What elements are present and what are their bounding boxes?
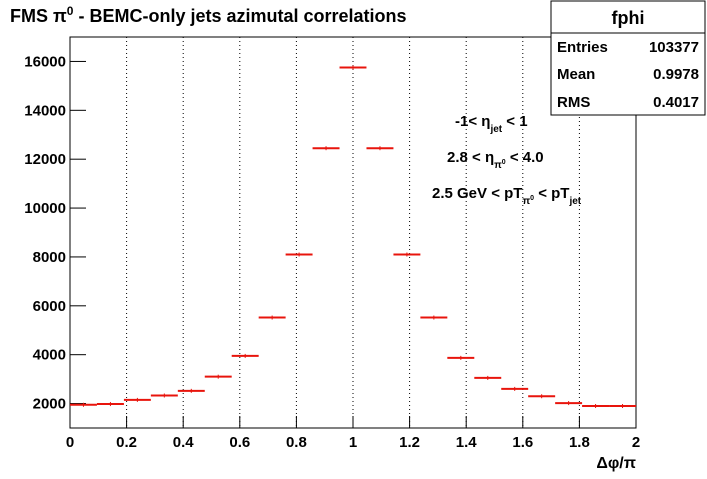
stats-key: RMS bbox=[557, 94, 590, 111]
y-tick-label: 4000 bbox=[33, 347, 66, 364]
x-tick-label: 0.6 bbox=[229, 434, 250, 451]
annotation-part: < 1 bbox=[502, 113, 527, 130]
y-tick-label: 12000 bbox=[24, 151, 66, 168]
stats-frame bbox=[550, 0, 706, 116]
stats-key: Mean bbox=[557, 66, 595, 83]
annotation-part: -1< η bbox=[455, 113, 490, 130]
annotation-part: π bbox=[494, 160, 502, 171]
x-tick-label: 0.8 bbox=[286, 434, 307, 451]
y-tick-label: 6000 bbox=[33, 298, 66, 315]
x-tick-label: 1.8 bbox=[569, 434, 590, 451]
title-part: FMS π bbox=[10, 6, 67, 26]
stats-key: Entries bbox=[557, 39, 608, 56]
y-tick-label: 8000 bbox=[33, 249, 66, 266]
x-tick-label: 1.2 bbox=[399, 434, 420, 451]
stats-value: 0.4017 bbox=[653, 94, 699, 111]
x-tick-label: 1 bbox=[349, 434, 357, 451]
stats-title: fphi bbox=[612, 8, 645, 28]
annotation-part: π bbox=[522, 196, 530, 207]
annotation-part: jet bbox=[568, 196, 581, 207]
y-tick-label: 14000 bbox=[24, 102, 66, 119]
annotation-part: 0 bbox=[502, 159, 506, 166]
annotation-part: < pT bbox=[534, 185, 569, 202]
x-tick-label: 1.6 bbox=[512, 434, 533, 451]
y-tick-label: 2000 bbox=[33, 396, 66, 413]
annotation-part: jet bbox=[489, 124, 502, 135]
title-part: 0 bbox=[67, 4, 74, 18]
annotation-part: 2.8 < η bbox=[447, 149, 494, 166]
stats-value: 103377 bbox=[649, 39, 699, 56]
x-tick-label: 0 bbox=[66, 434, 74, 451]
stats-value: 0.9978 bbox=[653, 66, 699, 83]
annotation: -1< ηjet < 1 bbox=[455, 113, 528, 135]
stats-box: fphi Entries 103377 Mean 0.9978 RMS 0.40… bbox=[550, 0, 706, 116]
annotation: 2.5 GeV < pTπ0 < pTjet bbox=[432, 185, 582, 207]
annotation-part: 2.5 GeV < pT bbox=[432, 185, 522, 202]
x-axis-label: Δφ/π bbox=[596, 455, 636, 472]
annotation-part: 0 bbox=[530, 195, 534, 202]
x-tick-label: 2 bbox=[632, 434, 640, 451]
annotation: 2.8 < ηπ0 < 4.0 bbox=[447, 149, 544, 171]
title-part: - BEMC-only jets azimutal correlations bbox=[73, 6, 406, 26]
plot-frame bbox=[69, 36, 637, 429]
x-tick-label: 0.4 bbox=[173, 434, 195, 451]
x-tick-label: 0.2 bbox=[116, 434, 137, 451]
y-tick-label: 10000 bbox=[24, 200, 66, 217]
annotation-part: < 4.0 bbox=[506, 149, 544, 166]
y-tick-label: 16000 bbox=[24, 53, 66, 70]
x-tick-label: 1.4 bbox=[456, 434, 478, 451]
chart-title: FMS π0 - BEMC-only jets azimutal correla… bbox=[10, 4, 407, 26]
